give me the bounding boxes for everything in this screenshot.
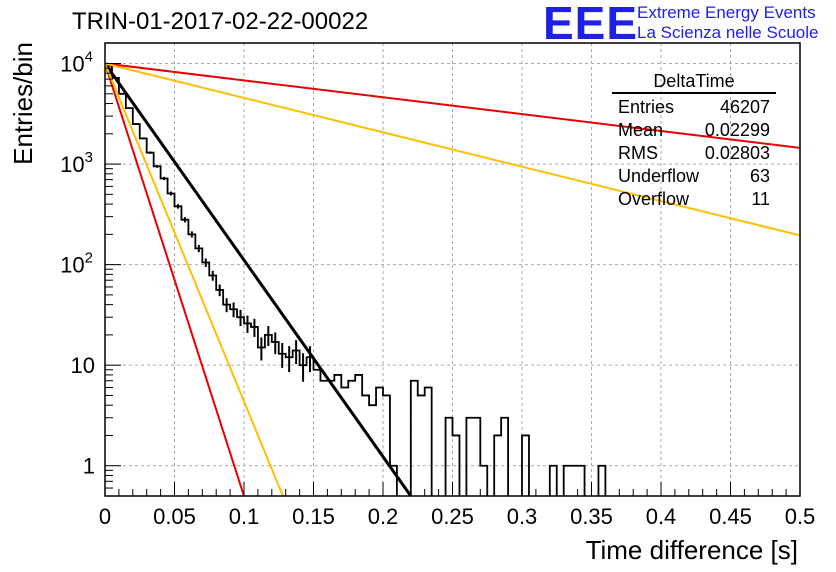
stats-label: Entries bbox=[618, 97, 675, 117]
stats-row-entries: Entries 46207 bbox=[612, 96, 776, 119]
grid-lines bbox=[105, 43, 800, 496]
logo-line-1: Extreme Energy Events bbox=[637, 3, 816, 22]
stats-row-mean: Mean 0.02299 bbox=[612, 119, 776, 142]
x-tick-label: 0.45 bbox=[709, 504, 752, 529]
x-tick-label: 0.5 bbox=[785, 504, 816, 529]
x-tick-label: 0 bbox=[99, 504, 111, 529]
y-tick-label: 102 bbox=[60, 250, 93, 278]
y-tick-label: 1 bbox=[83, 454, 95, 479]
stats-label: Overflow bbox=[618, 189, 690, 209]
stats-box: DeltaTime Entries 46207 Mean 0.02299 RMS… bbox=[612, 70, 776, 211]
fit-line-4 bbox=[105, 63, 284, 496]
stats-value: 0.02803 bbox=[704, 143, 770, 163]
stats-title: DeltaTime bbox=[612, 70, 776, 94]
y-tick-label: 104 bbox=[60, 49, 93, 77]
chart-title: TRIN-01-2017-02-22-00022 bbox=[72, 8, 369, 35]
stats-row-underflow: Underflow 63 bbox=[612, 165, 776, 188]
x-tick-label: 0.1 bbox=[229, 504, 260, 529]
fit-line-1 bbox=[105, 62, 800, 149]
logo-line-2: La Scienza nelle Scuole bbox=[637, 23, 819, 42]
fit-line-2 bbox=[105, 62, 800, 237]
stats-row-overflow: Overflow 11 bbox=[612, 188, 776, 211]
x-tick-label: 0.2 bbox=[368, 504, 399, 529]
eee-logo: EEE bbox=[543, 0, 639, 49]
y-tick-label: 103 bbox=[60, 149, 93, 177]
axes: 0 0.05 0.1 0.15 0.2 0.25 0.3 0.35 0.4 0.45 0.5 1 10 1… bbox=[60, 49, 815, 529]
stats-value: 0.02299 bbox=[704, 120, 770, 140]
x-tick-label: 0.05 bbox=[153, 504, 196, 529]
stats-value: 11 bbox=[751, 189, 770, 209]
fit-line-3 bbox=[105, 63, 245, 496]
fit-line-0 bbox=[105, 62, 413, 496]
plot-area bbox=[105, 62, 800, 496]
y-axis-label: Entries/bin bbox=[8, 42, 38, 165]
y-tick-label: 10 bbox=[71, 353, 95, 378]
x-tick-label: 0.4 bbox=[646, 504, 677, 529]
stats-label: RMS bbox=[618, 143, 658, 163]
stats-value: 63 bbox=[749, 166, 770, 186]
x-tick-label: 0.15 bbox=[292, 504, 335, 529]
x-axis-label: Time difference [s] bbox=[586, 535, 798, 565]
stats-value: 46207 bbox=[719, 97, 770, 117]
stats-row-rms: RMS 0.02803 bbox=[612, 142, 776, 165]
x-tick-label: 0.25 bbox=[431, 504, 474, 529]
x-tick-label: 0.35 bbox=[570, 504, 613, 529]
x-tick-label: 0.3 bbox=[507, 504, 538, 529]
stats-label: Underflow bbox=[618, 166, 700, 186]
stats-label: Mean bbox=[618, 120, 664, 140]
